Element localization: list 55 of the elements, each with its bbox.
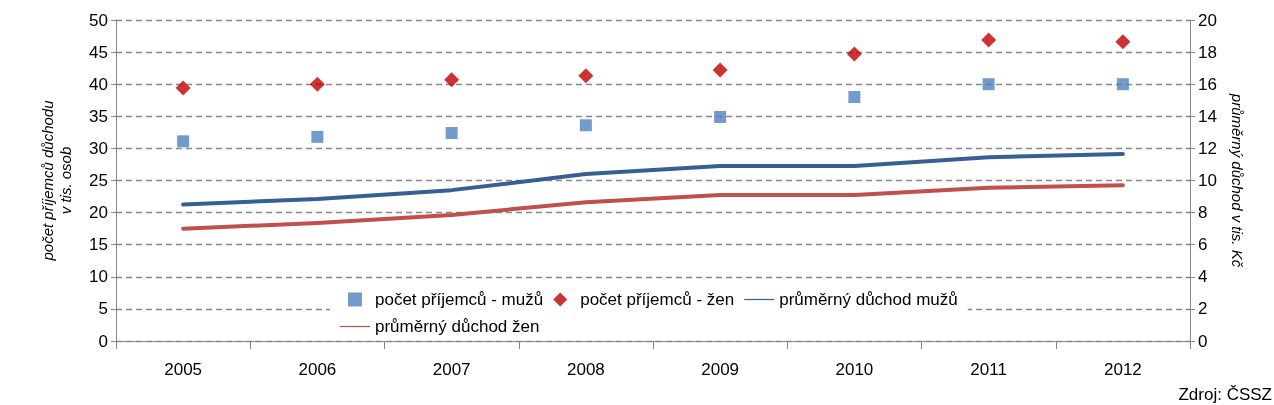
x-tick-label: 2012 [1103, 360, 1142, 379]
x-tick-label: 2011 [970, 360, 1007, 379]
legend-label: počet příjemců - mužů [375, 290, 544, 309]
point [848, 91, 861, 104]
x-tick-label: 2007 [432, 360, 471, 379]
point [579, 119, 592, 132]
y2-tick-label: 8 [1198, 203, 1208, 223]
y2-tick-label: 2 [1198, 299, 1208, 319]
point [714, 110, 727, 123]
point [175, 80, 191, 96]
y-tick-label: 20 [89, 203, 108, 223]
y-tick-label: 35 [89, 106, 108, 126]
y2-tick-label: 20 [1198, 10, 1217, 30]
y-tick-label: 30 [89, 138, 108, 158]
y2-tick-label: 16 [1198, 74, 1217, 94]
y2-axis-title: průměrný důchod v tis. Kč [1228, 92, 1246, 268]
legend-label: počet příjemců - žen [580, 290, 735, 309]
legend-label: průměrný důchod žen [375, 317, 540, 336]
y-tick-label: 45 [89, 42, 108, 62]
point [982, 78, 995, 91]
y2-tick-label: 12 [1198, 138, 1217, 158]
point [445, 126, 458, 139]
x-tick-label: 2008 [566, 360, 605, 379]
y2-tick-label: 18 [1198, 42, 1217, 62]
point [444, 72, 460, 88]
y2-tick-label: 14 [1198, 106, 1217, 126]
point [578, 68, 594, 84]
point [311, 130, 324, 143]
x-tick-label: 2006 [298, 360, 337, 379]
x-tick-label: 2005 [164, 360, 203, 379]
point [712, 62, 728, 78]
y-tick-label: 25 [89, 171, 108, 190]
y-tick-label: 15 [89, 235, 108, 255]
y-tick-label: 0 [98, 331, 108, 351]
line-series [181, 183, 1125, 231]
line-series [181, 152, 1125, 207]
y-tick-label: 10 [89, 267, 108, 287]
y-tick-label: 50 [89, 10, 108, 30]
point [309, 76, 325, 92]
y-tick-label: 5 [98, 299, 108, 319]
y-tick-label: 40 [89, 74, 108, 94]
y-axis-title: počet příjemců důchodu v tis. osob [38, 99, 74, 262]
point [981, 32, 997, 48]
legend-label: průměrný důchod mužů [779, 290, 958, 309]
point [1115, 34, 1131, 50]
text: Zdroj: ČSSZ [1178, 385, 1273, 404]
point [177, 135, 190, 148]
point [1116, 78, 1129, 91]
y2-tick-label: 0 [1198, 331, 1208, 351]
x-tick-label: 2009 [701, 360, 740, 379]
y2-tick-label: 4 [1198, 267, 1208, 287]
y2-tick-label: 10 [1198, 171, 1217, 190]
point [846, 46, 862, 62]
y2-tick-label: 6 [1198, 235, 1208, 255]
x-tick-label: 2010 [835, 360, 874, 379]
